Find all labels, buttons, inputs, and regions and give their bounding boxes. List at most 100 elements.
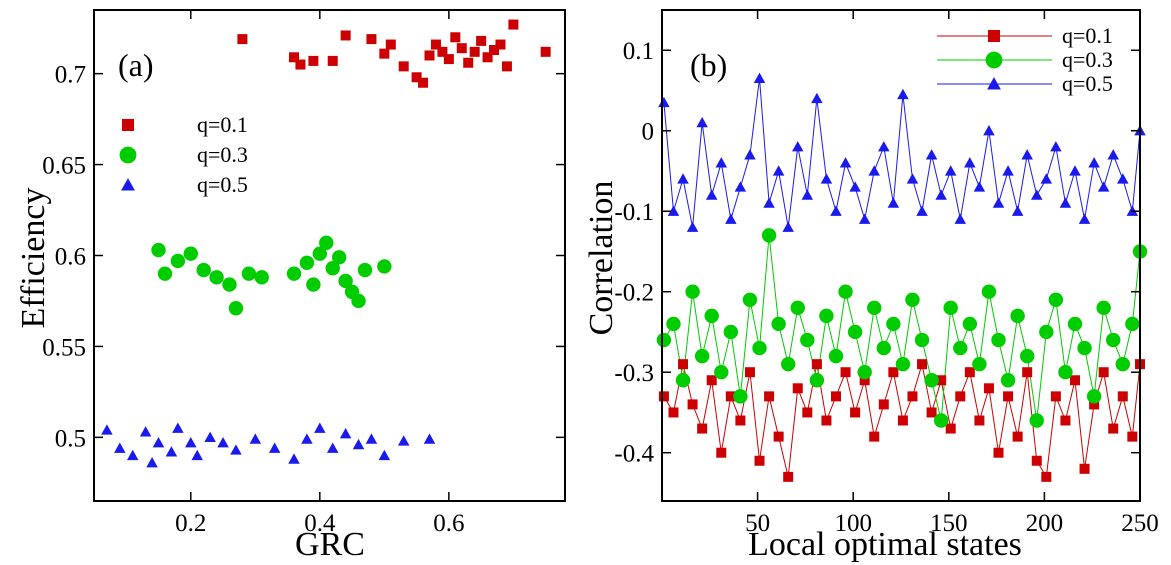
- panel-b-point-series-2: [1031, 189, 1043, 200]
- panel-b-point-series-2: [878, 141, 890, 152]
- x-tick-label: 0.4: [304, 510, 336, 537]
- panel-b-point-series-2: [734, 181, 747, 192]
- panel-a-point-series-2: [191, 449, 203, 461]
- x-tick-label: 250: [1121, 510, 1159, 537]
- panel-b-point-series-2: [1059, 197, 1072, 208]
- panel-b-point-series-1: [1029, 413, 1044, 428]
- panel-a-point-series-0: [418, 77, 429, 88]
- panel-b-point-series-1: [828, 348, 844, 364]
- panel-b-point-series-0: [907, 391, 918, 402]
- x-tick-label: 150: [930, 510, 968, 537]
- panel-a-point-series-0: [469, 46, 480, 57]
- panel-b-point-series-2: [906, 173, 919, 184]
- panel-a-point-series-1: [183, 246, 198, 261]
- panel-a-point-series-2: [217, 437, 229, 448]
- panel-b-point-series-1: [771, 316, 786, 332]
- panel-b-point-series-2: [667, 205, 680, 216]
- panel-b-point-series-1: [800, 332, 815, 348]
- panel-a-point-series-0: [327, 55, 338, 66]
- panel-a-point-series-0: [450, 32, 461, 43]
- panel-b-point-series-2: [992, 197, 1005, 208]
- panel-b-point-series-2: [725, 213, 737, 224]
- panel-a-point-series-0: [501, 61, 512, 72]
- panel-a-point-series-0: [289, 52, 300, 63]
- panel-b-point-series-1: [876, 340, 891, 356]
- panel-b-point-series-2: [715, 157, 728, 168]
- panel-a-point-series-1: [338, 273, 353, 289]
- panel-a-point-series-0: [295, 59, 306, 70]
- panel-b-point-series-0: [897, 415, 908, 426]
- panel-b-point-series-0: [792, 383, 803, 394]
- panel-b-point-series-0: [764, 391, 775, 402]
- panel-b-point-series-1: [857, 365, 872, 380]
- panel-b-point-series-1: [714, 365, 729, 380]
- panel-b-point-series-2: [858, 213, 871, 224]
- panel-b-point-series-2: [916, 205, 928, 216]
- panel-b-point-series-0: [830, 391, 841, 402]
- panel-a-point-series-0: [366, 34, 377, 45]
- panel-b-point-series-0: [1098, 367, 1109, 378]
- panel-a-point-series-0: [456, 43, 467, 54]
- panel-b-point-series-1: [790, 300, 805, 316]
- panel-b-point-series-1: [1000, 373, 1016, 388]
- panel-b-frame: [661, 9, 1141, 502]
- panel-b-point-series-1: [1039, 324, 1054, 340]
- panel-b-point-series-2: [849, 181, 861, 192]
- y-tick-label: 0.6: [55, 244, 86, 271]
- panel-b-point-series-1: [1010, 308, 1025, 324]
- panel-a-point-series-2: [101, 424, 113, 435]
- x-tick-label: 0.6: [433, 510, 464, 537]
- panel-b-point-series-0: [869, 431, 880, 442]
- panel-b-point-series-1: [742, 292, 758, 307]
- panel-a-point-series-1: [325, 261, 340, 276]
- panel-a-point-series-2: [230, 444, 242, 455]
- panel-b-point-series-0: [735, 415, 746, 426]
- panel-b-point-series-0: [993, 447, 1004, 458]
- panel-b-point-series-2: [925, 149, 938, 160]
- panel-b-point-series-1: [809, 373, 825, 388]
- panel-a-point-series-0: [411, 72, 422, 83]
- panel-b-x-axis-title: Local optimal states: [748, 526, 1022, 563]
- panel-b-point-series-2: [897, 88, 909, 100]
- panel-b-point-series-0: [1022, 367, 1033, 378]
- panel-b-point-series-0: [926, 407, 937, 418]
- panel-b-point-series-2: [801, 189, 814, 200]
- panel-b-point-series-2: [830, 205, 842, 216]
- panel-b-point-series-0: [821, 415, 832, 426]
- panel-a-label: (a): [118, 47, 154, 83]
- panel-b-point-series-2: [839, 157, 852, 168]
- panel-a-point-series-1: [351, 293, 366, 309]
- panel-b-point-series-1: [838, 284, 853, 299]
- panel-b-point-series-0: [697, 423, 708, 434]
- panel-b-point-series-0: [706, 375, 717, 386]
- panel-b-legend-marker-0: [988, 30, 1000, 42]
- panel-b-point-series-2: [1021, 149, 1033, 160]
- panel-b-point-series-1: [656, 332, 672, 348]
- panel-b-point-series-1: [1048, 292, 1064, 307]
- panel-b-point-series-1: [685, 284, 700, 299]
- panel-b-point-series-0: [1117, 391, 1128, 402]
- y-tick-label: 0.1: [623, 38, 654, 65]
- panel-a-legend-label-2: q=0.5: [197, 172, 248, 197]
- panel-b-point-series-2: [763, 197, 775, 208]
- panel-b-point-series-0: [917, 359, 928, 370]
- panel-b-point-series-0: [1012, 431, 1023, 442]
- panel-b-legend-marker-1: [985, 51, 1003, 69]
- panel-a-point-series-0: [424, 50, 435, 61]
- panel-b-ticks: 50 100 150 200 250 0.1 0 -0.1 -0.2 -0.3 -0.4: [614, 10, 1159, 537]
- panel-a-legend: q=0.1 q=0.3 q=0.5: [119, 112, 248, 197]
- panel-a-point-series-2: [301, 433, 313, 444]
- panel-b-point-series-0: [1069, 375, 1080, 386]
- panel-a-marks: [101, 19, 551, 468]
- panel-b-point-series-2: [744, 149, 756, 160]
- panel-a-legend-label-1: q=0.3: [197, 142, 248, 167]
- panel-a-point-series-0: [489, 45, 500, 56]
- panel-b-legend-label-2: q=0.5: [1062, 71, 1113, 96]
- panel-a-point-series-0: [443, 54, 454, 65]
- panel-a-point-series-2: [249, 433, 262, 444]
- panel-b-point-series-1: [953, 340, 968, 356]
- panel-a-ticks: 0.2 0.4 0.6 0.5 0.55 0.6 0.65 0.7: [42, 10, 565, 537]
- panel-b-point-series-2: [1050, 141, 1062, 152]
- panel-a-point-series-2: [288, 453, 300, 464]
